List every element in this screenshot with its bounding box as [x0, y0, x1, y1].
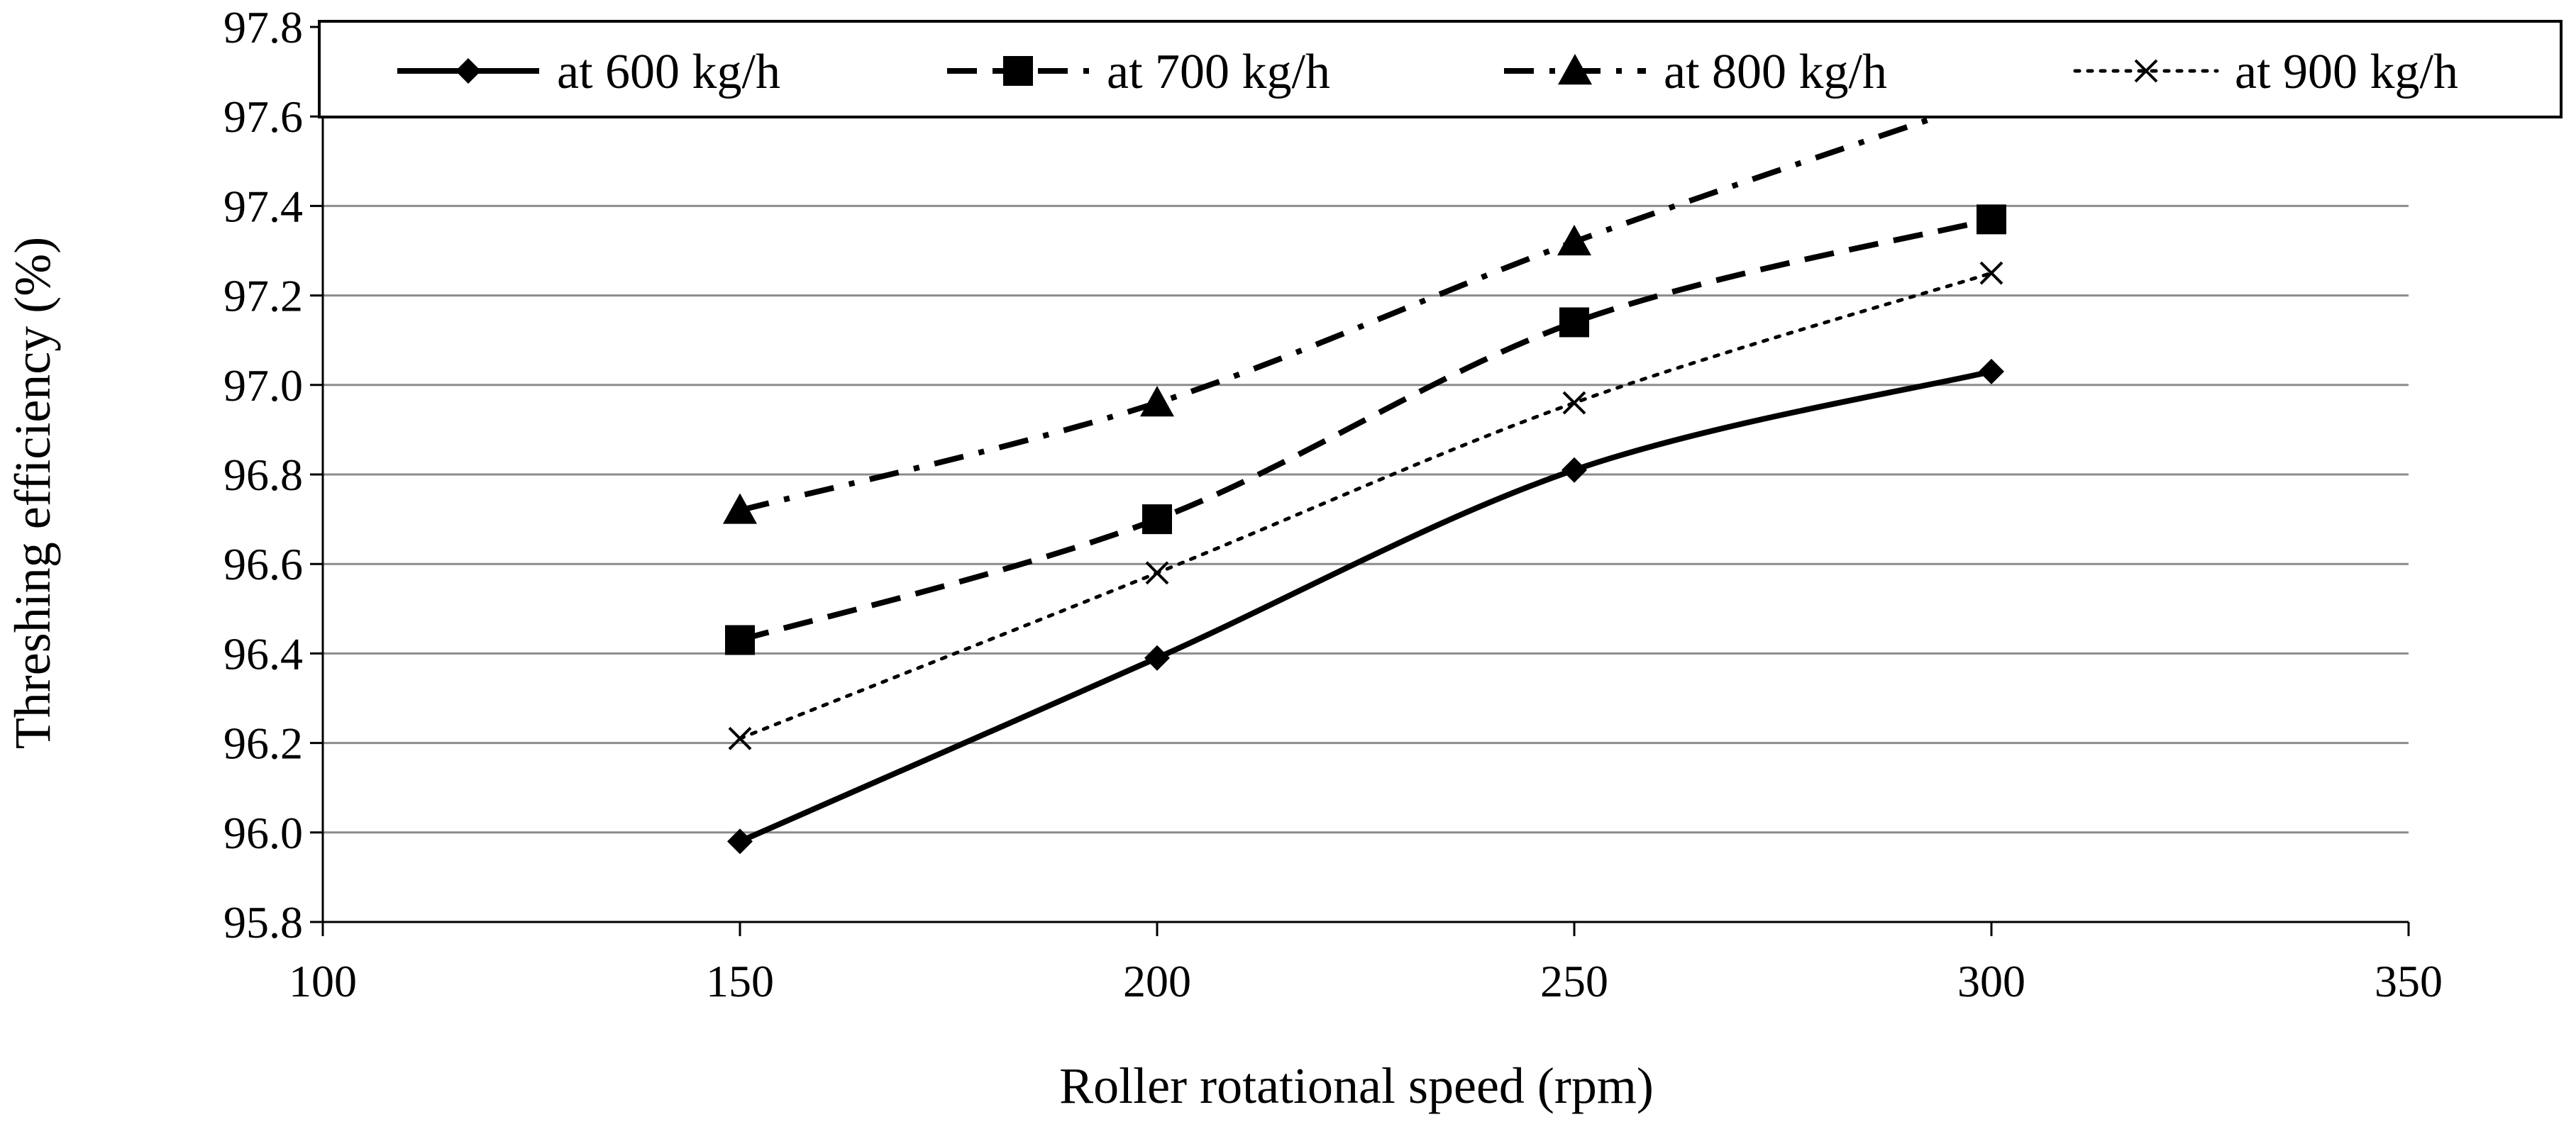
y-tick-label: 96.6 [223, 539, 303, 589]
x-tick-label: 100 [289, 956, 357, 1006]
series-markers [723, 81, 2008, 855]
x-tick-label: 200 [1123, 956, 1191, 1006]
x-tick-label: 150 [706, 956, 774, 1006]
legend-box [318, 20, 2563, 118]
series-line-2 [739, 216, 1992, 643]
legend-marker-series-3 [1558, 54, 1592, 85]
data-point-series-2 [1977, 204, 2006, 235]
legend-marker-series-1 [455, 58, 481, 84]
y-tick-label: 97.8 [223, 2, 303, 52]
axes [321, 20, 2409, 923]
data-point-series-4-stroke [1979, 261, 2003, 285]
y-tick-label: 96.4 [223, 628, 303, 679]
y-tick-label: 95.8 [223, 897, 303, 948]
series-line-1 [739, 368, 1992, 845]
y-axis-title: Threshing efficiency (%) [4, 237, 61, 749]
data-point-series-3 [723, 493, 757, 524]
x-axis-ticks: 100 150 200 250 300 350 [289, 922, 2443, 1006]
series-lines [738, 96, 1994, 845]
legend-label-series-1: at 600 kg/h [557, 45, 780, 99]
data-point-series-3 [1557, 224, 1591, 256]
legend-label-series-3: at 800 kg/h [1664, 45, 1887, 99]
x-axis-title: Roller rotational speed (rpm) [1059, 1057, 1654, 1114]
legend-marker-series-4-stroke [2134, 59, 2158, 83]
data-point-series-4-stroke [1145, 561, 1169, 585]
legend-marker-series-2 [1003, 56, 1033, 86]
data-point-series-1 [1144, 645, 1170, 671]
data-point-series-4 [728, 726, 752, 750]
data-point-series-2 [725, 625, 755, 655]
data-point-series-1 [1561, 457, 1587, 483]
y-axis-ticks: 95.8 96.0 96.2 96.4 96.6 96.8 97.0 97.2 97.4 97.6… [223, 2, 323, 948]
data-point-series-4 [1145, 561, 1169, 585]
legend-marker-series-4 [2134, 59, 2158, 83]
data-point-series-4 [1562, 391, 1586, 415]
y-tick-label: 97.0 [223, 360, 303, 411]
data-point-series-4 [1979, 261, 2003, 285]
legend-label-series-2: at 700 kg/h [1107, 45, 1330, 99]
y-tick-label: 96.2 [223, 718, 303, 769]
data-point-series-1 [727, 828, 753, 855]
data-point-series-4-stroke [728, 726, 752, 750]
y-tick-label: 97.4 [223, 181, 303, 231]
x-tick-label: 300 [1957, 956, 2025, 1006]
series-line-4 [738, 271, 1994, 740]
series-line-3 [739, 96, 1993, 513]
y-tick-label: 96.8 [223, 450, 303, 500]
gridlines [323, 26, 2409, 834]
data-point-series-4-stroke [1562, 391, 1586, 415]
legend-label-series-4: at 900 kg/h [2235, 45, 2458, 99]
x-tick-label: 250 [1540, 956, 1608, 1006]
x-tick-label: 350 [2375, 956, 2443, 1006]
y-tick-label: 97.6 [223, 91, 303, 142]
legend: at 600 kg/h at 700 kg/h at 800 kg/h at 900 … [318, 20, 2563, 118]
y-tick-label: 97.2 [223, 271, 303, 321]
y-tick-label: 96.0 [223, 808, 303, 858]
data-point-series-2 [1142, 504, 1172, 535]
data-point-series-3 [1140, 386, 1174, 417]
data-point-series-1 [1979, 358, 2004, 384]
legend-items: at 600 kg/h at 700 kg/h at 800 kg/h at 900 … [397, 45, 2458, 99]
data-point-series-2 [1559, 307, 1589, 338]
